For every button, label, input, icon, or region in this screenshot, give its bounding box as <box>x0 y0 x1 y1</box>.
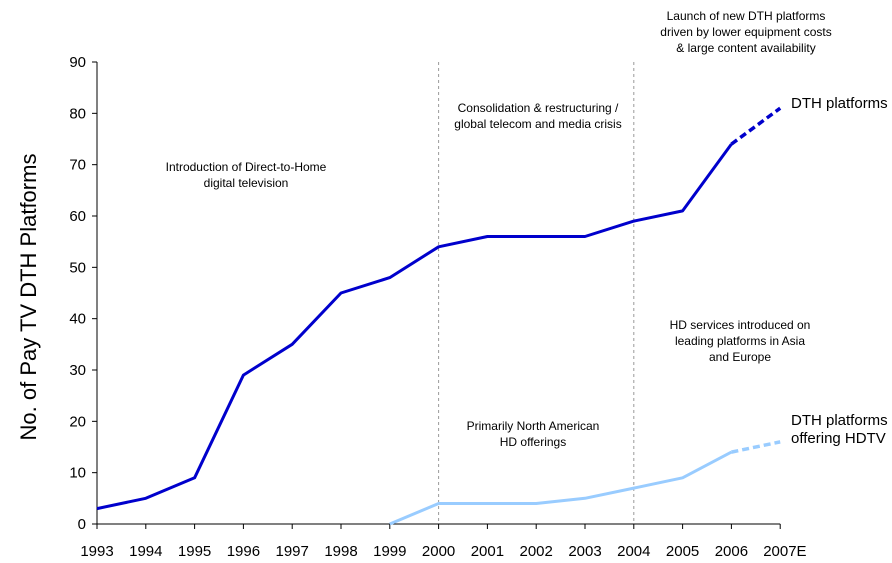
annotation-line: digital television <box>204 176 289 190</box>
y-tick-label: 10 <box>69 465 86 482</box>
x-tick-label: 1996 <box>227 543 260 560</box>
x-tick-label: 2000 <box>422 543 455 560</box>
series-label-line: DTH platforms <box>791 95 888 112</box>
annotation-line: driven by lower equipment costs <box>660 25 831 39</box>
annotation-line: Introduction of Direct-to-Home <box>166 160 327 174</box>
y-tick-label: 20 <box>69 413 86 430</box>
x-tick-label: 1993 <box>80 543 113 560</box>
y-tick-label: 80 <box>69 105 86 122</box>
x-tick-label: 2003 <box>568 543 601 560</box>
series-label-line: DTH platforms <box>791 412 888 429</box>
annotation-line: Consolidation & restructuring / <box>458 101 619 115</box>
annotation-line: HD services introduced on <box>670 318 811 332</box>
annotation-line: global telecom and media crisis <box>454 117 621 131</box>
series-lines <box>96 106 782 526</box>
x-tick-label: 1999 <box>373 543 406 560</box>
x-tick-label: 2001 <box>471 543 504 560</box>
annotation-text: Primarily North American HD offerings <box>467 419 600 449</box>
x-tick-label: 2006 <box>715 543 748 560</box>
annotation-text: Launch of new DTH platforms driven by low… <box>660 9 831 55</box>
period-dividers <box>438 62 635 524</box>
x-tick-label: 2007E <box>763 543 806 560</box>
annotation-text: HD services introduced on leading platfor… <box>670 318 811 364</box>
x-tick-label: 1994 <box>129 543 162 560</box>
series-forecast-line-2 <box>731 440 781 454</box>
x-tick-label: 1995 <box>178 543 211 560</box>
series-line-1 <box>96 143 733 511</box>
y-axis-label: No. of Pay TV DTH Platforms <box>16 154 41 441</box>
annotation-line: leading platforms in Asia <box>675 334 805 348</box>
y-axis: 0 10 20 30 40 50 60 70 80 90 <box>69 54 98 533</box>
y-tick-label: 60 <box>69 208 86 225</box>
y-tick-label: 0 <box>78 516 86 533</box>
annotations: Introduction of Direct-to-Home digital te… <box>166 9 832 449</box>
y-tick-label: 50 <box>69 259 86 276</box>
annotation-line: Primarily North American <box>467 419 600 433</box>
series-label-line: offering HDTV <box>791 430 886 447</box>
annotation-line: & large content availability <box>676 41 815 55</box>
x-tick-label: 1998 <box>324 543 357 560</box>
annotation-text: Introduction of Direct-to-Home digital te… <box>166 160 327 190</box>
y-tick-label: 90 <box>69 54 86 71</box>
annotation-text: Consolidation & restructuring / global te… <box>454 101 621 131</box>
series-label-1: DTH platforms <box>791 95 888 112</box>
x-tick-label: 2004 <box>617 543 650 560</box>
x-tick-label: 2002 <box>520 543 553 560</box>
y-tick-label: 70 <box>69 157 86 174</box>
y-tick-label: 30 <box>69 362 86 379</box>
annotation-line: HD offerings <box>500 435 566 449</box>
x-axis: 1993 1994 1995 1996 1997 1998 1999 2000 2001 2002… <box>80 523 807 560</box>
x-tick-label: 2005 <box>666 543 699 560</box>
y-tick-label: 40 <box>69 311 86 328</box>
x-tick-label: 1997 <box>276 543 309 560</box>
annotation-line: and Europe <box>709 350 771 364</box>
annotation-line: Launch of new DTH platforms <box>667 9 826 23</box>
series-forecast-line-1 <box>730 106 782 146</box>
series-label-2: DTH platforms offering HDTV <box>791 412 888 447</box>
series-line-2 <box>389 450 733 526</box>
